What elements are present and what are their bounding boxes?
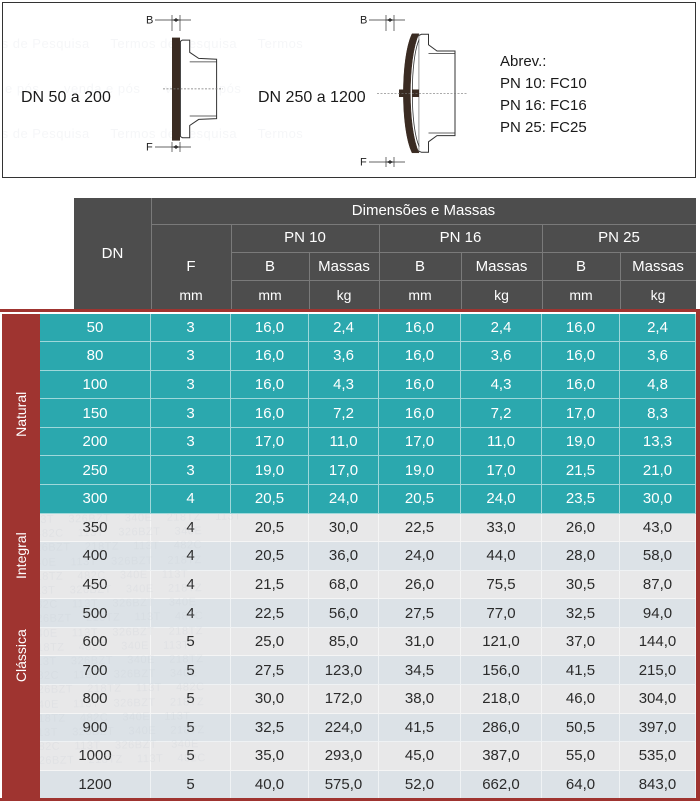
svg-text:B: B	[146, 15, 153, 27]
svg-text:F: F	[146, 142, 153, 154]
svg-text:B: B	[360, 15, 367, 27]
svg-text:F: F	[360, 157, 367, 169]
